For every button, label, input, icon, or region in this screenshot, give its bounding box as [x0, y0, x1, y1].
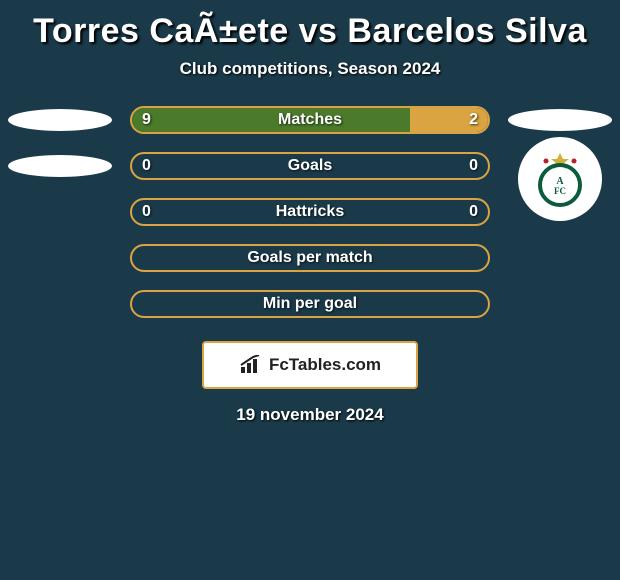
stat-bar: 92Matches: [130, 106, 490, 134]
comparison-row: 92Matches: [0, 97, 620, 143]
left-player-cell: [0, 189, 120, 235]
bar-label: Goals per match: [132, 246, 488, 270]
player-ellipse: [8, 155, 112, 177]
left-player-cell: [0, 281, 120, 327]
stat-bar: Goals per match: [130, 244, 490, 272]
brand-text: FcTables.com: [269, 355, 381, 375]
comparison-infographic: Torres CaÃ±ete vs Barcelos Silva Club co…: [0, 0, 620, 425]
comparison-row: Min per goal: [0, 281, 620, 327]
comparison-row: 00Goals A FC: [0, 143, 620, 189]
brand-badge: FcTables.com: [202, 341, 418, 389]
date-text: 19 november 2024: [0, 389, 620, 425]
comparison-rows: 92Matches 00Goals A FC 00Hattricks Goals p…: [0, 97, 620, 327]
stat-bar: 00Goals: [130, 152, 490, 180]
bar-label: Matches: [132, 108, 488, 132]
chart-icon: [239, 355, 265, 375]
comparison-row: 00Hattricks: [0, 189, 620, 235]
bar-label: Goals: [132, 154, 488, 178]
right-player-cell: [500, 281, 620, 327]
player-ellipse: [8, 109, 112, 131]
bar-label: Min per goal: [132, 292, 488, 316]
left-player-cell: [0, 143, 120, 189]
stat-bar: Min per goal: [130, 290, 490, 318]
comparison-row: Goals per match: [0, 235, 620, 281]
stat-bar: 00Hattricks: [130, 198, 490, 226]
left-player-cell: [0, 235, 120, 281]
bar-label: Hattricks: [132, 200, 488, 224]
player-ellipse: [508, 109, 612, 131]
right-player-cell: [500, 189, 620, 235]
right-player-cell: A FC: [500, 143, 620, 189]
right-player-cell: [500, 235, 620, 281]
page-title: Torres CaÃ±ete vs Barcelos Silva: [0, 4, 620, 53]
subtitle: Club competitions, Season 2024: [0, 53, 620, 97]
left-player-cell: [0, 97, 120, 143]
